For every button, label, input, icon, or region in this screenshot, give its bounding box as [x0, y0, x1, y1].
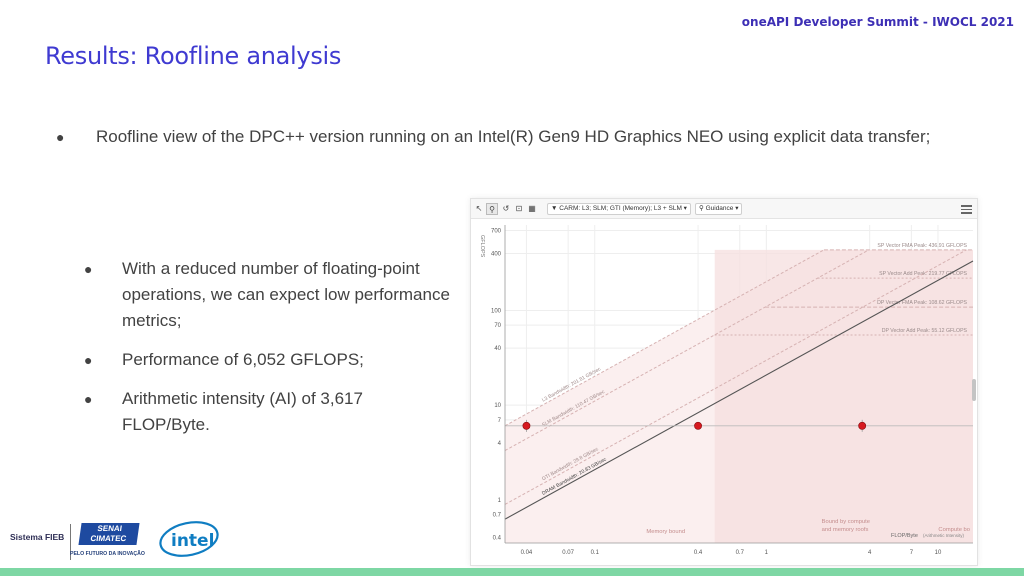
x-axis-note: (Arithmetic Intensity)	[923, 533, 965, 538]
x-tick-label: 1	[765, 550, 769, 556]
y-tick-label: 700	[491, 228, 502, 234]
sub-bullet-list: ● With a reduced number of floating-poin…	[84, 256, 454, 451]
bullet-dot-icon: ●	[84, 352, 93, 368]
x-tick-label: 0.1	[591, 550, 600, 556]
sub-bullet-text: Performance of 6,052 GFLOPS;	[122, 350, 364, 369]
fieb-logo: Sistema FIEB	[10, 532, 65, 542]
sub-bullet: ● Performance of 6,052 GFLOPS;	[84, 347, 454, 373]
memory-roof-line	[504, 249, 825, 427]
senai-text: SENAI	[96, 524, 123, 533]
compute-roof-label: DP Vector Add Peak: 55.12 GFLOPS	[882, 328, 968, 334]
footer-band	[0, 568, 1024, 576]
bullet-dot-icon: ●	[56, 129, 65, 145]
data-point	[858, 421, 867, 430]
memory-roof-line	[504, 249, 870, 452]
sub-bullet: ● Arithmetic intensity (AI) of 3,617 FLO…	[84, 386, 454, 438]
bound-by-both-label: and memory roofs	[822, 527, 869, 533]
x-tick-label: 4	[868, 550, 872, 556]
y-tick-label: 4	[498, 441, 502, 447]
bullet-dot-icon: ●	[84, 391, 93, 407]
guidance-dropdown[interactable]: ⚲ Guidance ▾	[695, 203, 743, 215]
slide-title: Results: Roofline analysis	[45, 42, 342, 70]
sub-bullet-text: With a reduced number of floating-point …	[122, 259, 450, 330]
footer-logos: Sistema FIEB SENAI CIMATEC PELO FUTURO D…	[8, 514, 228, 564]
guidance-label: Guidance	[705, 205, 734, 212]
sub-bullet-text: Arithmetic intensity (AI) of 3,617 FLOP/…	[122, 389, 363, 434]
senai-tagline: PELO FUTURO DA INOVAÇÃO	[70, 551, 145, 557]
senai-cimatec-logo: SENAI CIMATEC	[78, 523, 140, 545]
roofline-screenshot: ↖ ⚲ ↺ ⊡ ▦ ▼ CARM: L3; SLM; GTI (Memory);…	[470, 198, 978, 566]
memory-bound-label: Memory bound	[646, 529, 685, 535]
sub-bullet: ● With a reduced number of floating-poin…	[84, 256, 454, 334]
y-tick-label: 0.7	[493, 513, 502, 519]
memory-roof-line	[504, 249, 967, 505]
y-tick-label: 1	[498, 498, 502, 504]
roofline-chart[interactable]: SP Vector FMA Peak: 436.91 GFLOPSSP Vect…	[471, 219, 977, 565]
x-tick-label: 0.7	[736, 550, 745, 556]
y-tick-label: 40	[494, 346, 501, 352]
bound-by-both-label: Bound by compute	[822, 519, 870, 525]
cimatec-text: CIMATEC	[89, 534, 127, 543]
hamburger-menu-icon[interactable]	[961, 203, 972, 214]
compute-bound-region	[714, 249, 973, 543]
zoom-icon[interactable]: ⚲	[486, 203, 498, 215]
data-point	[694, 421, 702, 430]
x-tick-label: 0.4	[694, 550, 703, 556]
y-tick-label: 100	[491, 308, 502, 314]
summit-header: oneAPI Developer Summit - IWOCL 2021	[741, 15, 1014, 29]
y-axis-title: GFLOPS	[479, 235, 485, 258]
x-tick-label: 7	[910, 550, 914, 556]
roof-filter-dropdown[interactable]: ▼ CARM: L3; SLM; GTI (Memory); L3 + SLM …	[547, 203, 691, 215]
pointer-icon[interactable]: ↖	[475, 204, 483, 213]
intel-wordmark: intel	[171, 531, 214, 551]
y-tick-label: 7	[498, 418, 502, 424]
compute-bound-label: Compute bo	[938, 527, 970, 533]
undo-icon[interactable]: ↺	[502, 204, 510, 213]
x-axis-title: FLOP/Byte	[891, 533, 918, 539]
data-point	[522, 421, 531, 430]
y-tick-label: 0.4	[493, 536, 502, 542]
x-tick-label: 0.04	[521, 550, 533, 556]
main-bullet: ● Roofline view of the DPC++ version run…	[56, 124, 936, 150]
y-tick-label: 10	[494, 403, 501, 409]
compute-roof-label: SP Vector FMA Peak: 436.91 GFLOPS	[877, 243, 967, 249]
main-bullet-text: Roofline view of the DPC++ version runni…	[96, 127, 931, 146]
roof-filter-label: CARM: L3; SLM; GTI (Memory); L3 + SLM	[559, 205, 682, 212]
intel-logo: intel	[159, 521, 219, 557]
compute-roof-label: DP Vector FMA Peak: 108.62 GFLOPS	[877, 300, 967, 306]
roofline-toolbar: ↖ ⚲ ↺ ⊡ ▦ ▼ CARM: L3; SLM; GTI (Memory);…	[471, 199, 977, 219]
bullet-dot-icon: ●	[84, 261, 93, 277]
logo-divider	[70, 524, 71, 560]
memory-roof-line	[504, 260, 974, 520]
scrollbar-thumb[interactable]	[972, 379, 976, 401]
y-tick-label: 400	[491, 251, 502, 257]
x-tick-label: 0.07	[562, 550, 574, 556]
x-tick-label: 10	[935, 550, 942, 556]
y-tick-label: 70	[494, 323, 501, 329]
table-icon[interactable]: ▦	[528, 204, 536, 213]
fit-icon[interactable]: ⊡	[515, 204, 523, 213]
